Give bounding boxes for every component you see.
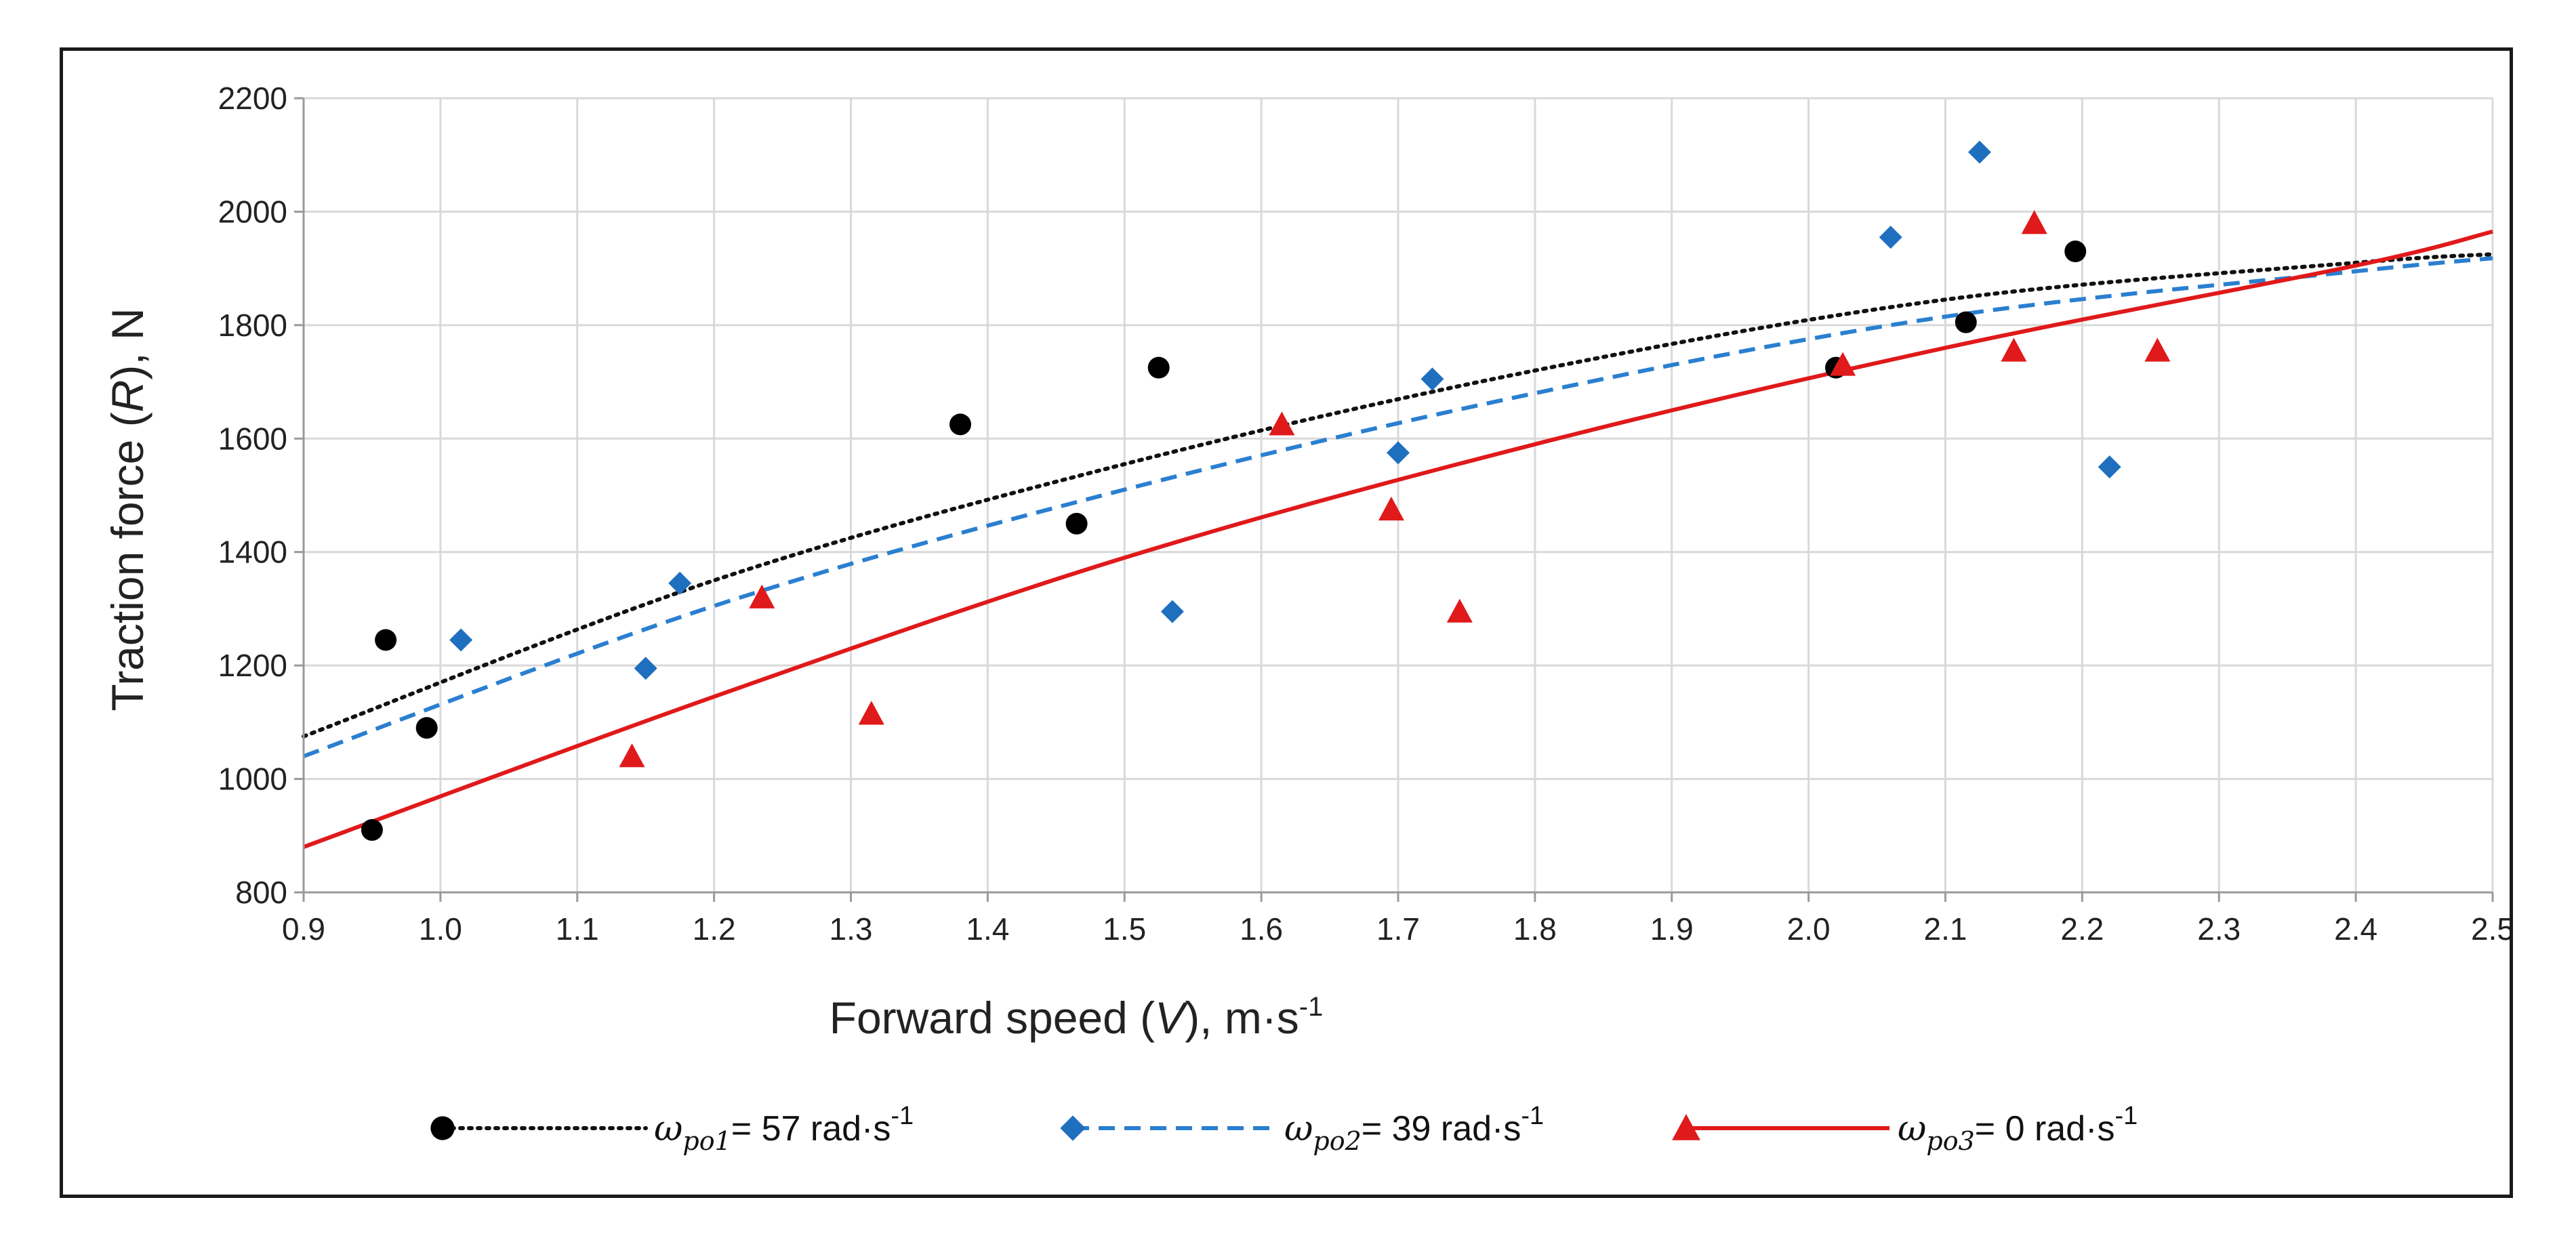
data-point-series-2	[1160, 600, 1184, 623]
y-axis-title: Traction force (R), N	[102, 308, 152, 711]
y-tick-label: 2200	[218, 81, 287, 116]
data-point-series-3	[2021, 210, 2047, 234]
data-point-series-2	[1387, 441, 1410, 465]
y-tick-label: 1400	[218, 535, 287, 570]
data-point-series-3	[619, 743, 645, 768]
y-tick-label: 800	[235, 875, 287, 910]
legend-label: ωpo3= 0 rad·s-1	[1898, 1102, 2138, 1156]
x-tick-label: 2.3	[2197, 911, 2241, 947]
legend-text: = 0 rad·s	[1975, 1109, 2115, 1148]
data-point-series-1	[415, 717, 438, 739]
legend-symbol: ω	[1898, 1109, 1926, 1149]
x-tick-label: 2.4	[2334, 911, 2377, 947]
data-point-series-1	[1955, 311, 1977, 333]
x-tick-label: 2.0	[1787, 911, 1831, 947]
x-tick-label: 1.3	[830, 911, 873, 947]
y-axis-title-var: R	[102, 380, 152, 413]
data-point-series-3	[2001, 337, 2027, 362]
y-tick-label: 1200	[218, 648, 287, 683]
chart-svg: 800 1000 1200 1400 1600 1800 2000 2200 0.9 1.0 1.1…	[102, 81, 2510, 1156]
data-point-series-1	[1147, 356, 1170, 379]
legend-marker	[1672, 1114, 1700, 1140]
legend-subscript: po2	[1313, 1126, 1361, 1156]
data-point-series-3	[1830, 352, 1856, 376]
data-point-series-2	[2098, 455, 2121, 479]
trend-line-series-1	[302, 252, 2495, 739]
axis-layer: 800 1000 1200 1400 1600 1800 2000 2200 0.9 1.0 1.1…	[218, 81, 2510, 947]
trend-line-series-3	[302, 229, 2493, 849]
data-point-series-1	[2064, 241, 2087, 263]
legend-label: ωpo1= 57 rad·s-1	[654, 1102, 914, 1156]
x-tick-label: 1.2	[693, 911, 736, 947]
trend-layer	[302, 229, 2495, 849]
x-tick-label: 1.7	[1376, 911, 1420, 947]
data-point-series-3	[1269, 411, 1295, 436]
legend-symbol: ω	[654, 1109, 682, 1149]
x-tick-label: 0.9	[282, 911, 325, 947]
data-point-series-3	[858, 701, 884, 725]
legend-superscript: -1	[891, 1102, 914, 1130]
x-axis-title-var: V	[1155, 993, 1189, 1043]
x-tick-label: 1.8	[1513, 911, 1557, 947]
data-point-series-1	[361, 819, 383, 841]
x-tick-label: 1.0	[419, 911, 462, 947]
data-point-series-3	[1446, 598, 1473, 623]
grid-layer	[302, 97, 2494, 894]
point-layer	[361, 140, 2171, 841]
y-tick-label: 1600	[218, 421, 287, 456]
x-tick-label: 2.2	[2060, 911, 2104, 947]
data-point-series-3	[2144, 337, 2171, 362]
x-tick-label: 1.9	[1650, 911, 1694, 947]
data-point-series-2	[1879, 226, 1902, 249]
y-axis-title-prefix: Traction force (	[102, 412, 152, 711]
x-tick-label: 2.5	[2471, 911, 2510, 947]
x-axis-title: Forward speed (V), m·s-1	[830, 992, 1324, 1043]
data-point-series-3	[1378, 496, 1404, 521]
trend-line-series-2	[302, 256, 2493, 758]
legend-text: = 57 rad·s	[731, 1109, 891, 1148]
y-tick-label: 1000	[218, 762, 287, 797]
data-point-series-2	[449, 628, 473, 652]
x-tick-label: 1.4	[966, 911, 1009, 947]
legend-item-series-1: ωpo1= 57 rad·s-1	[430, 1102, 914, 1156]
legend-item-series-3: ωpo3= 0 rad·s-1	[1672, 1102, 2138, 1156]
y-tick-label: 2000	[218, 194, 287, 229]
legend-item-series-2: ωpo2= 39 rad·s-1	[1060, 1102, 1544, 1156]
data-point-series-2	[634, 657, 657, 680]
chart-frame: 800 1000 1200 1400 1600 1800 2000 2200 0.9 1.0 1.1…	[60, 47, 2513, 1198]
y-axis-title-suffix: ), N	[102, 308, 152, 379]
data-point-series-3	[749, 584, 775, 608]
legend-symbol: ω	[1284, 1109, 1313, 1149]
legend-subscript: po1	[682, 1126, 731, 1156]
x-tick-label: 1.1	[556, 911, 599, 947]
legend-text: = 39 rad·s	[1362, 1109, 1521, 1148]
data-point-series-1	[1065, 512, 1088, 535]
data-point-series-1	[375, 629, 397, 651]
x-tick-label: 2.1	[1924, 911, 1967, 947]
legend-superscript: -1	[2114, 1102, 2138, 1130]
legend: ωpo1= 57 rad·s-1 ωpo2= 39 rad·s-1 ωpo3= 0 …	[430, 1102, 2138, 1156]
data-point-series-2	[668, 571, 692, 595]
legend-subscript: po3	[1926, 1126, 1974, 1156]
legend-label: ωpo2= 39 rad·s-1	[1284, 1102, 1544, 1156]
data-point-series-2	[1967, 140, 1991, 164]
x-tick-label: 1.5	[1103, 911, 1146, 947]
x-axis-title-sup: -1	[1299, 992, 1324, 1022]
x-axis-title-prefix: Forward speed (	[830, 993, 1156, 1043]
y-tick-label: 1800	[218, 308, 287, 343]
legend-superscript: -1	[1521, 1102, 1544, 1130]
x-tick-label: 1.6	[1240, 911, 1283, 947]
x-axis-title-suffix: ), m·s	[1185, 993, 1299, 1043]
data-point-series-1	[949, 413, 971, 436]
data-point-series-2	[1420, 367, 1444, 391]
legend-marker	[430, 1116, 455, 1140]
legend-marker	[1060, 1115, 1086, 1141]
